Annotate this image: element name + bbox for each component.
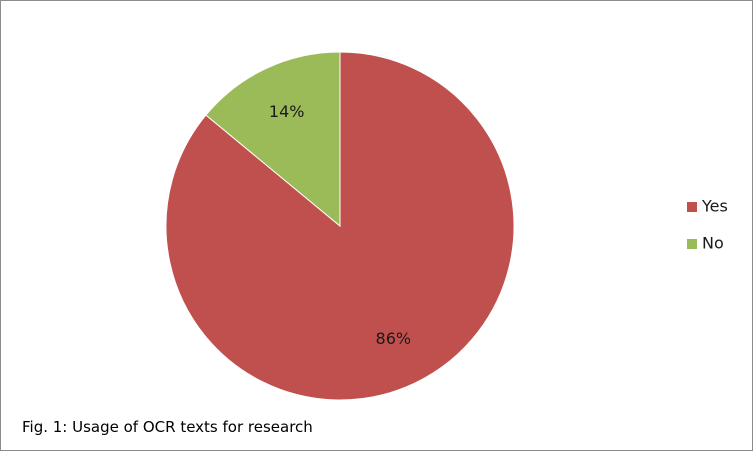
legend-swatch-no <box>687 239 697 249</box>
legend-label-yes: Yes <box>701 197 728 216</box>
legend-swatch-yes <box>687 202 697 212</box>
data-label-yes: 86% <box>376 329 412 348</box>
pie-slice-no <box>205 51 341 228</box>
figure-caption: Fig. 1: Usage of OCR texts for research <box>22 418 313 436</box>
pie-data-labels: 86% 14% <box>269 102 411 348</box>
legend-label-no: No <box>702 234 724 253</box>
pie-slices <box>165 51 515 401</box>
legend: Yes No <box>687 197 728 253</box>
data-label-no: 14% <box>269 102 305 121</box>
